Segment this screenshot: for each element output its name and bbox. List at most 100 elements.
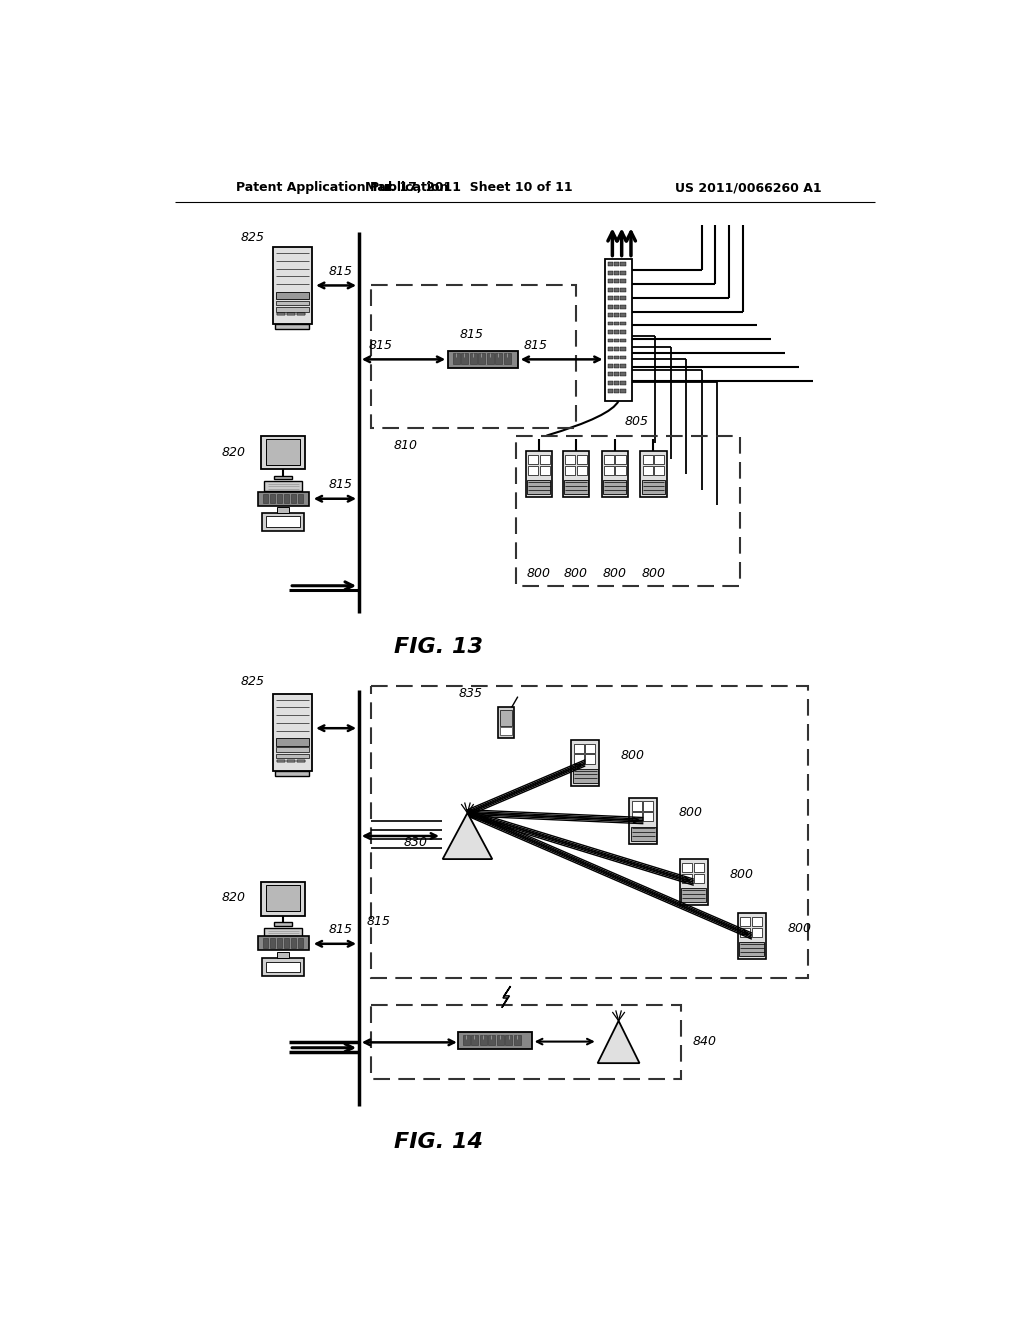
Text: 800: 800 bbox=[621, 748, 645, 762]
Bar bbox=[607, 347, 613, 351]
Bar bbox=[270, 939, 275, 948]
Text: 815: 815 bbox=[329, 923, 352, 936]
Bar bbox=[266, 516, 300, 527]
Bar bbox=[615, 466, 626, 475]
Text: 815: 815 bbox=[369, 339, 392, 352]
Bar bbox=[621, 271, 626, 275]
Bar bbox=[604, 466, 614, 475]
Bar bbox=[621, 347, 626, 351]
Bar bbox=[607, 330, 613, 334]
Bar bbox=[621, 339, 626, 342]
Bar bbox=[614, 339, 620, 342]
Bar bbox=[287, 760, 295, 762]
Bar bbox=[632, 801, 642, 810]
Bar bbox=[607, 339, 613, 342]
Bar bbox=[614, 381, 620, 385]
Bar bbox=[297, 760, 305, 762]
Bar bbox=[621, 330, 626, 334]
Bar bbox=[276, 760, 286, 762]
Bar bbox=[565, 466, 575, 475]
Polygon shape bbox=[502, 986, 511, 1007]
Text: 815: 815 bbox=[329, 478, 352, 491]
Bar bbox=[607, 288, 613, 292]
Bar bbox=[607, 381, 613, 385]
Bar bbox=[371, 686, 809, 978]
Bar bbox=[607, 355, 613, 359]
Bar bbox=[565, 455, 575, 465]
Bar bbox=[614, 305, 620, 309]
Bar bbox=[263, 928, 302, 937]
Bar bbox=[564, 480, 588, 494]
Bar bbox=[540, 455, 550, 465]
Bar bbox=[621, 322, 626, 326]
Bar bbox=[273, 475, 292, 479]
Bar bbox=[486, 354, 494, 364]
Bar bbox=[371, 285, 575, 428]
Text: 825: 825 bbox=[241, 231, 264, 244]
Bar bbox=[488, 1035, 496, 1045]
Bar bbox=[621, 305, 626, 309]
Bar bbox=[500, 727, 512, 735]
Bar bbox=[276, 494, 283, 503]
Text: 800: 800 bbox=[729, 869, 754, 880]
Bar bbox=[266, 961, 300, 973]
Bar bbox=[572, 770, 598, 783]
Bar bbox=[273, 247, 311, 323]
Bar bbox=[607, 263, 613, 267]
Bar bbox=[284, 494, 289, 503]
Bar bbox=[681, 888, 707, 903]
Bar bbox=[287, 760, 295, 762]
Bar bbox=[506, 1035, 512, 1045]
Bar bbox=[738, 913, 766, 960]
Bar bbox=[693, 874, 703, 883]
Bar bbox=[287, 313, 295, 315]
Bar bbox=[642, 480, 665, 494]
Text: 815: 815 bbox=[460, 327, 483, 341]
Bar bbox=[371, 1006, 681, 1078]
Polygon shape bbox=[442, 813, 493, 859]
Text: 825: 825 bbox=[241, 675, 264, 688]
Bar bbox=[275, 771, 309, 776]
Bar bbox=[621, 381, 626, 385]
Bar bbox=[276, 313, 286, 315]
Polygon shape bbox=[598, 1020, 640, 1063]
Text: 830: 830 bbox=[403, 836, 427, 849]
Bar bbox=[621, 364, 626, 368]
Bar bbox=[739, 942, 764, 956]
Bar bbox=[563, 451, 589, 498]
Bar bbox=[258, 492, 308, 506]
Bar bbox=[607, 280, 613, 282]
Bar bbox=[449, 351, 518, 368]
Bar bbox=[621, 313, 626, 317]
Bar bbox=[527, 480, 550, 494]
Bar bbox=[654, 466, 665, 475]
Bar bbox=[273, 923, 292, 927]
Bar bbox=[263, 480, 302, 491]
Bar bbox=[276, 507, 289, 513]
Bar bbox=[614, 372, 620, 376]
Bar bbox=[614, 288, 620, 292]
Bar bbox=[621, 355, 626, 359]
Bar bbox=[263, 939, 268, 948]
Bar bbox=[604, 455, 614, 465]
Bar bbox=[614, 271, 620, 275]
Bar bbox=[586, 755, 595, 763]
Text: FIG. 14: FIG. 14 bbox=[393, 1133, 482, 1152]
Bar bbox=[605, 259, 632, 401]
Bar bbox=[607, 364, 613, 368]
Text: Mar. 17, 2011  Sheet 10 of 11: Mar. 17, 2011 Sheet 10 of 11 bbox=[366, 181, 572, 194]
Bar bbox=[528, 455, 538, 465]
Bar bbox=[453, 354, 460, 364]
Bar bbox=[632, 812, 642, 821]
Bar bbox=[614, 389, 620, 393]
Bar bbox=[621, 372, 626, 376]
Bar bbox=[514, 1035, 521, 1045]
Text: 805: 805 bbox=[625, 414, 649, 428]
Bar bbox=[614, 296, 620, 300]
Bar bbox=[291, 494, 296, 503]
Bar bbox=[496, 354, 503, 364]
Bar bbox=[276, 738, 308, 746]
Bar bbox=[601, 451, 628, 498]
Text: 800: 800 bbox=[679, 807, 703, 820]
Bar bbox=[607, 296, 613, 300]
